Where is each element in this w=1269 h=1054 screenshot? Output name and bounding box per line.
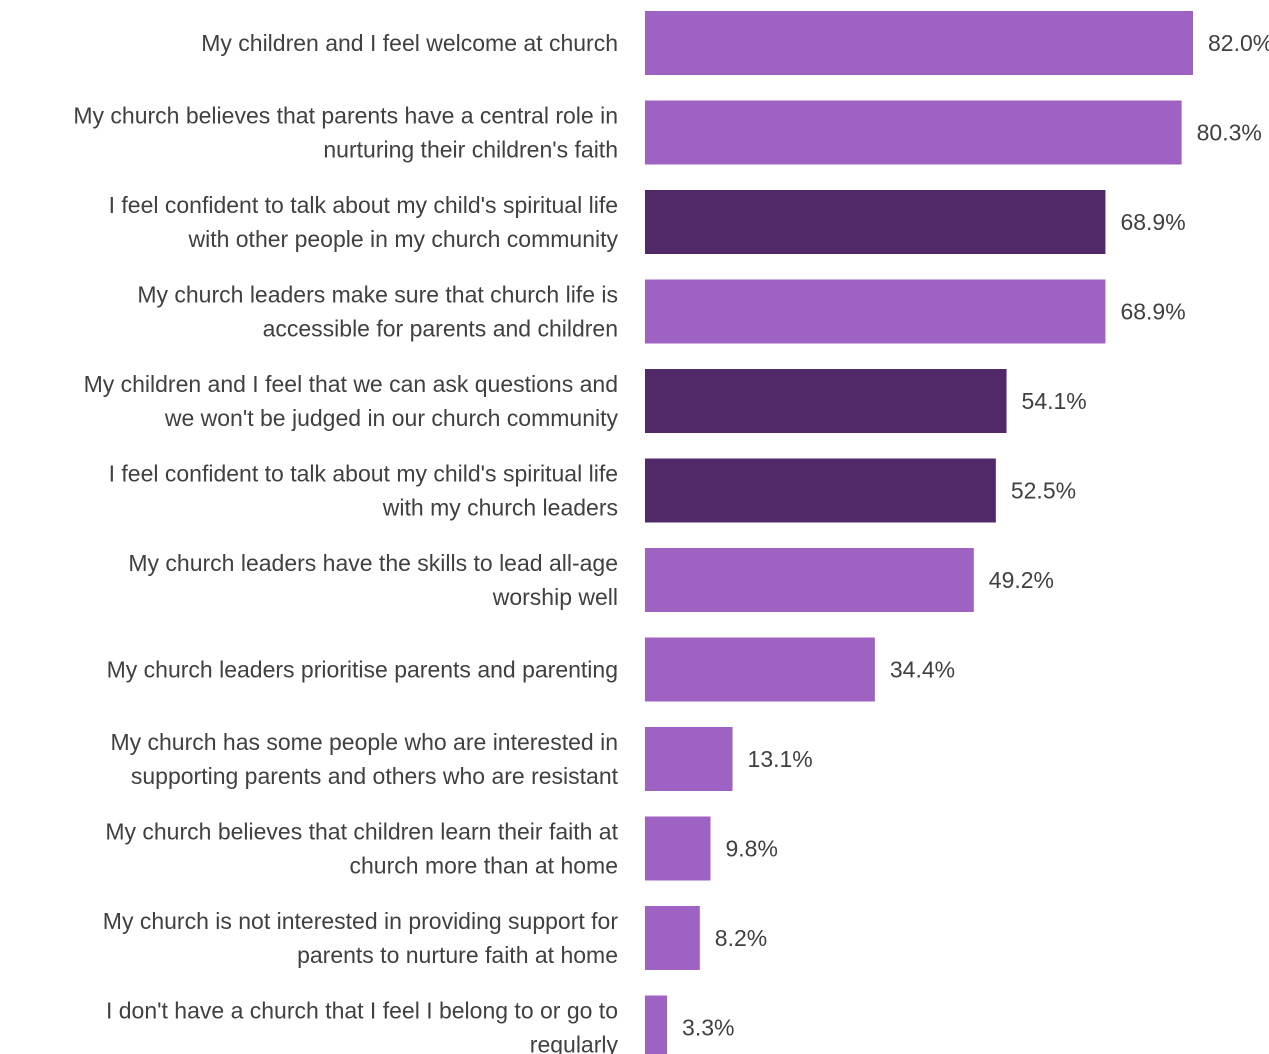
category-label-1-line-1: My children and I feel welcome at church [201, 30, 618, 56]
category-label-6-line-1: I feel confident to talk about my child'… [109, 461, 618, 487]
category-label-3-line-1: I feel confident to talk about my child'… [109, 192, 618, 218]
value-label-4: 68.9% [1120, 299, 1185, 325]
value-labels-group: 82.0% 80.3% 68.9% 68.9% 54.1% 52.5% 49.2% 34.4%… [682, 30, 1269, 1041]
category-label-9-line-2: supporting parents and others who are re… [131, 763, 619, 789]
value-label-12: 3.3% [682, 1015, 734, 1041]
value-label-9: 13.1% [748, 746, 813, 772]
bar-8 [645, 637, 875, 702]
value-label-6: 52.5% [1011, 478, 1076, 504]
category-label-2-line-2: nurturing their children's faith [323, 137, 618, 163]
category-label-5-line-1: My children and I feel that we can ask q… [84, 371, 618, 397]
category-label-4-line-2: accessible for parents and children [263, 316, 618, 342]
category-label-9-line-1: My church has some people who are intere… [110, 729, 618, 755]
value-label-5: 54.1% [1022, 388, 1087, 414]
category-label-5-line-2: we won't be judged in our church communi… [164, 405, 619, 431]
category-label-11-line-1: My church is not interested in providing… [103, 908, 619, 934]
value-label-3: 68.9% [1120, 209, 1185, 235]
category-label-8-line-1: My church leaders prioritise parents and… [107, 657, 618, 683]
bar-4 [645, 279, 1106, 344]
bar-3 [645, 190, 1106, 254]
category-label-12-line-2: regularly [530, 1032, 619, 1054]
bar-2 [645, 100, 1182, 165]
category-label-2-line-1: My church believes that parents have a c… [73, 103, 618, 129]
bars-group [645, 11, 1193, 1054]
category-label-10-line-2: church more than at home [350, 853, 618, 879]
value-label-10: 9.8% [725, 836, 777, 862]
category-labels-group: My children and I feel welcome at church… [73, 30, 618, 1054]
bar-10 [645, 816, 711, 881]
bar-7 [645, 548, 974, 612]
category-label-6-line-2: with my church leaders [382, 495, 618, 521]
value-label-8: 34.4% [890, 657, 955, 683]
category-label-11-line-2: parents to nurture faith at home [297, 942, 618, 968]
bar-1 [645, 11, 1193, 75]
bar-12 [645, 995, 668, 1054]
bar-9 [645, 727, 733, 791]
value-label-2: 80.3% [1197, 120, 1262, 146]
category-label-3-line-2: with other people in my church community [187, 226, 618, 252]
category-label-4-line-1: My church leaders make sure that church … [137, 282, 618, 308]
bar-6 [645, 458, 996, 523]
value-label-11: 8.2% [715, 925, 767, 951]
bar-5 [645, 369, 1007, 433]
value-label-1: 82.0% [1208, 30, 1269, 56]
category-label-10-line-1: My church believes that children learn t… [105, 819, 618, 845]
category-label-7-line-1: My church leaders have the skills to lea… [128, 550, 618, 576]
category-label-7-line-2: worship well [492, 584, 618, 610]
category-label-12-line-1: I don't have a church that I feel I belo… [106, 998, 618, 1024]
value-label-7: 49.2% [989, 567, 1054, 593]
bar-11 [645, 906, 700, 970]
